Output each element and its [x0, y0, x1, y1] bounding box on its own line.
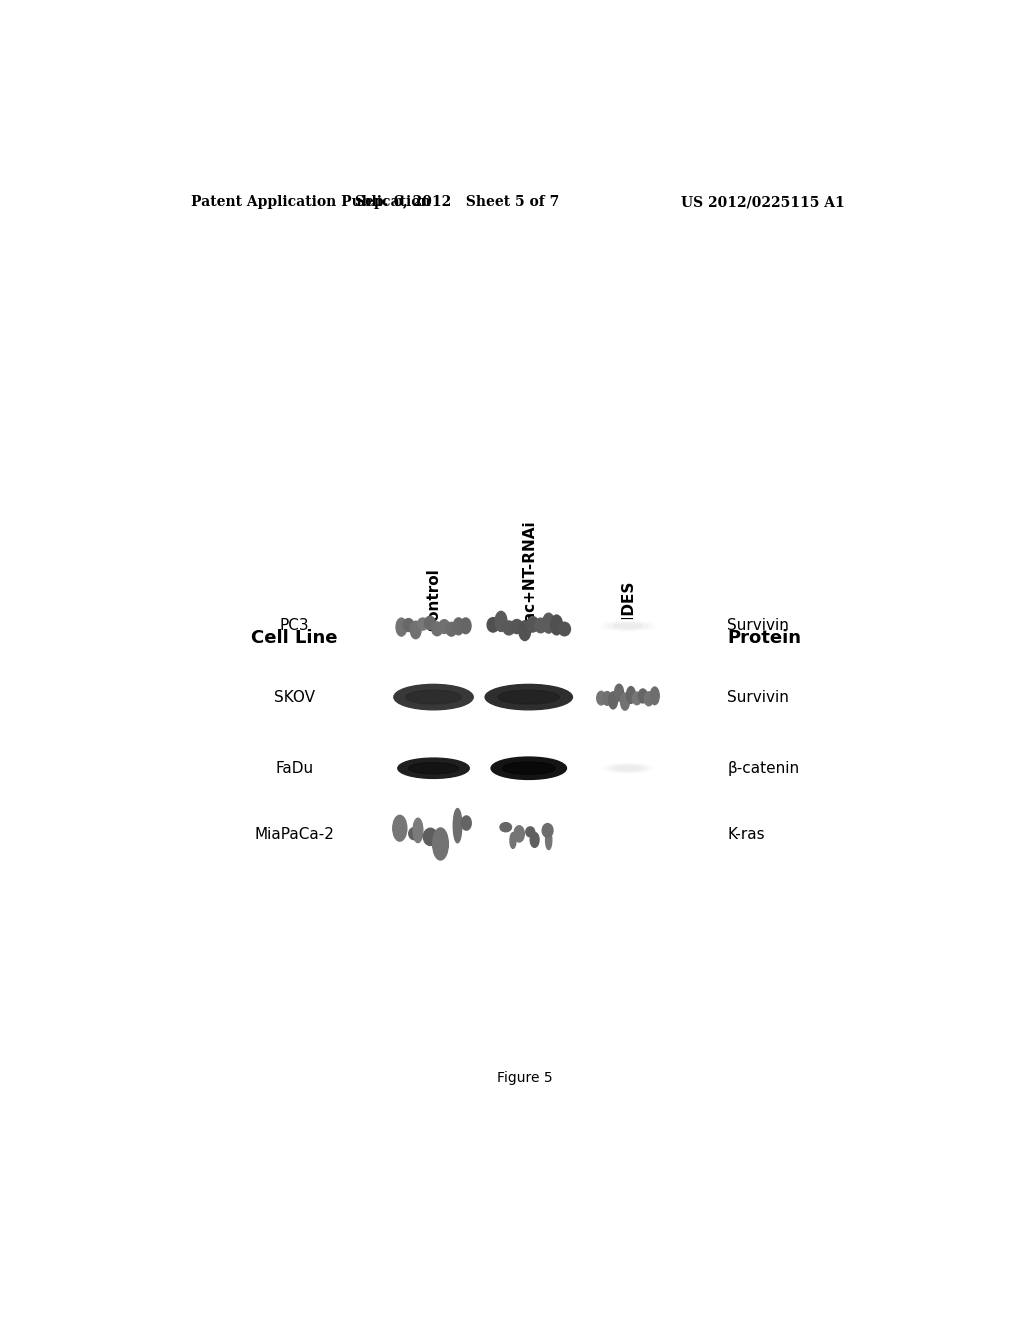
Ellipse shape	[409, 763, 459, 774]
Text: Survivin: Survivin	[727, 689, 790, 705]
Ellipse shape	[394, 684, 473, 710]
Ellipse shape	[526, 826, 535, 837]
Text: RIDES: RIDES	[621, 579, 636, 631]
Ellipse shape	[598, 762, 657, 775]
Ellipse shape	[413, 818, 423, 842]
Text: Control: Control	[426, 569, 441, 631]
Ellipse shape	[446, 622, 457, 636]
Ellipse shape	[492, 758, 566, 779]
Ellipse shape	[432, 622, 442, 636]
Ellipse shape	[396, 618, 407, 636]
Ellipse shape	[603, 763, 652, 774]
Ellipse shape	[503, 762, 555, 775]
Ellipse shape	[614, 766, 642, 771]
Ellipse shape	[638, 689, 647, 704]
Ellipse shape	[598, 762, 657, 775]
Text: Pac+NT-RNAi: Pac+NT-RNAi	[521, 519, 537, 631]
Ellipse shape	[543, 824, 553, 837]
Ellipse shape	[495, 611, 507, 631]
Ellipse shape	[644, 692, 653, 706]
Ellipse shape	[418, 618, 428, 630]
Ellipse shape	[423, 828, 437, 846]
Text: SKOV: SKOV	[274, 689, 315, 705]
Ellipse shape	[487, 618, 499, 632]
Ellipse shape	[403, 619, 414, 631]
Text: Cell Line: Cell Line	[252, 630, 338, 647]
Text: MiaPaCa-2: MiaPaCa-2	[255, 826, 335, 842]
Ellipse shape	[596, 620, 659, 632]
Ellipse shape	[633, 692, 641, 705]
Ellipse shape	[519, 620, 530, 640]
Ellipse shape	[530, 833, 539, 847]
Ellipse shape	[526, 616, 539, 632]
Ellipse shape	[510, 833, 516, 849]
Ellipse shape	[454, 809, 462, 842]
Ellipse shape	[607, 623, 648, 630]
Ellipse shape	[558, 622, 570, 636]
Ellipse shape	[546, 830, 552, 850]
Ellipse shape	[609, 764, 647, 772]
Ellipse shape	[603, 692, 611, 705]
Ellipse shape	[462, 816, 471, 830]
Text: FaDu: FaDu	[275, 760, 313, 776]
Ellipse shape	[397, 758, 469, 779]
Ellipse shape	[485, 684, 572, 710]
Ellipse shape	[500, 822, 511, 832]
Ellipse shape	[627, 686, 636, 704]
Text: US 2012/0225115 A1: US 2012/0225115 A1	[681, 195, 845, 209]
Ellipse shape	[425, 616, 435, 630]
Text: PC3: PC3	[280, 619, 309, 634]
Text: Sep. 6, 2012   Sheet 5 of 7: Sep. 6, 2012 Sheet 5 of 7	[355, 195, 559, 209]
Ellipse shape	[511, 619, 523, 634]
Ellipse shape	[499, 690, 559, 704]
Text: β-catenin: β-catenin	[727, 760, 800, 776]
Ellipse shape	[535, 618, 547, 632]
Ellipse shape	[406, 690, 461, 704]
Ellipse shape	[614, 684, 624, 701]
Ellipse shape	[543, 614, 555, 634]
Ellipse shape	[409, 828, 420, 840]
Ellipse shape	[551, 615, 562, 635]
Text: Figure 5: Figure 5	[497, 1072, 553, 1085]
Ellipse shape	[503, 620, 515, 635]
Ellipse shape	[621, 693, 630, 710]
Ellipse shape	[514, 826, 524, 842]
Ellipse shape	[608, 692, 617, 709]
Ellipse shape	[393, 816, 407, 841]
Ellipse shape	[433, 828, 449, 861]
Ellipse shape	[411, 622, 421, 639]
Ellipse shape	[439, 619, 450, 634]
Text: Survivin: Survivin	[727, 619, 790, 634]
Ellipse shape	[650, 686, 659, 705]
Ellipse shape	[454, 618, 464, 635]
Text: K-ras: K-ras	[727, 826, 765, 842]
Ellipse shape	[613, 624, 643, 628]
Text: Protein: Protein	[727, 630, 801, 647]
Ellipse shape	[602, 622, 654, 631]
Ellipse shape	[461, 618, 471, 634]
Ellipse shape	[597, 692, 605, 705]
Ellipse shape	[596, 620, 659, 632]
Text: Patent Application Publication: Patent Application Publication	[191, 195, 431, 209]
